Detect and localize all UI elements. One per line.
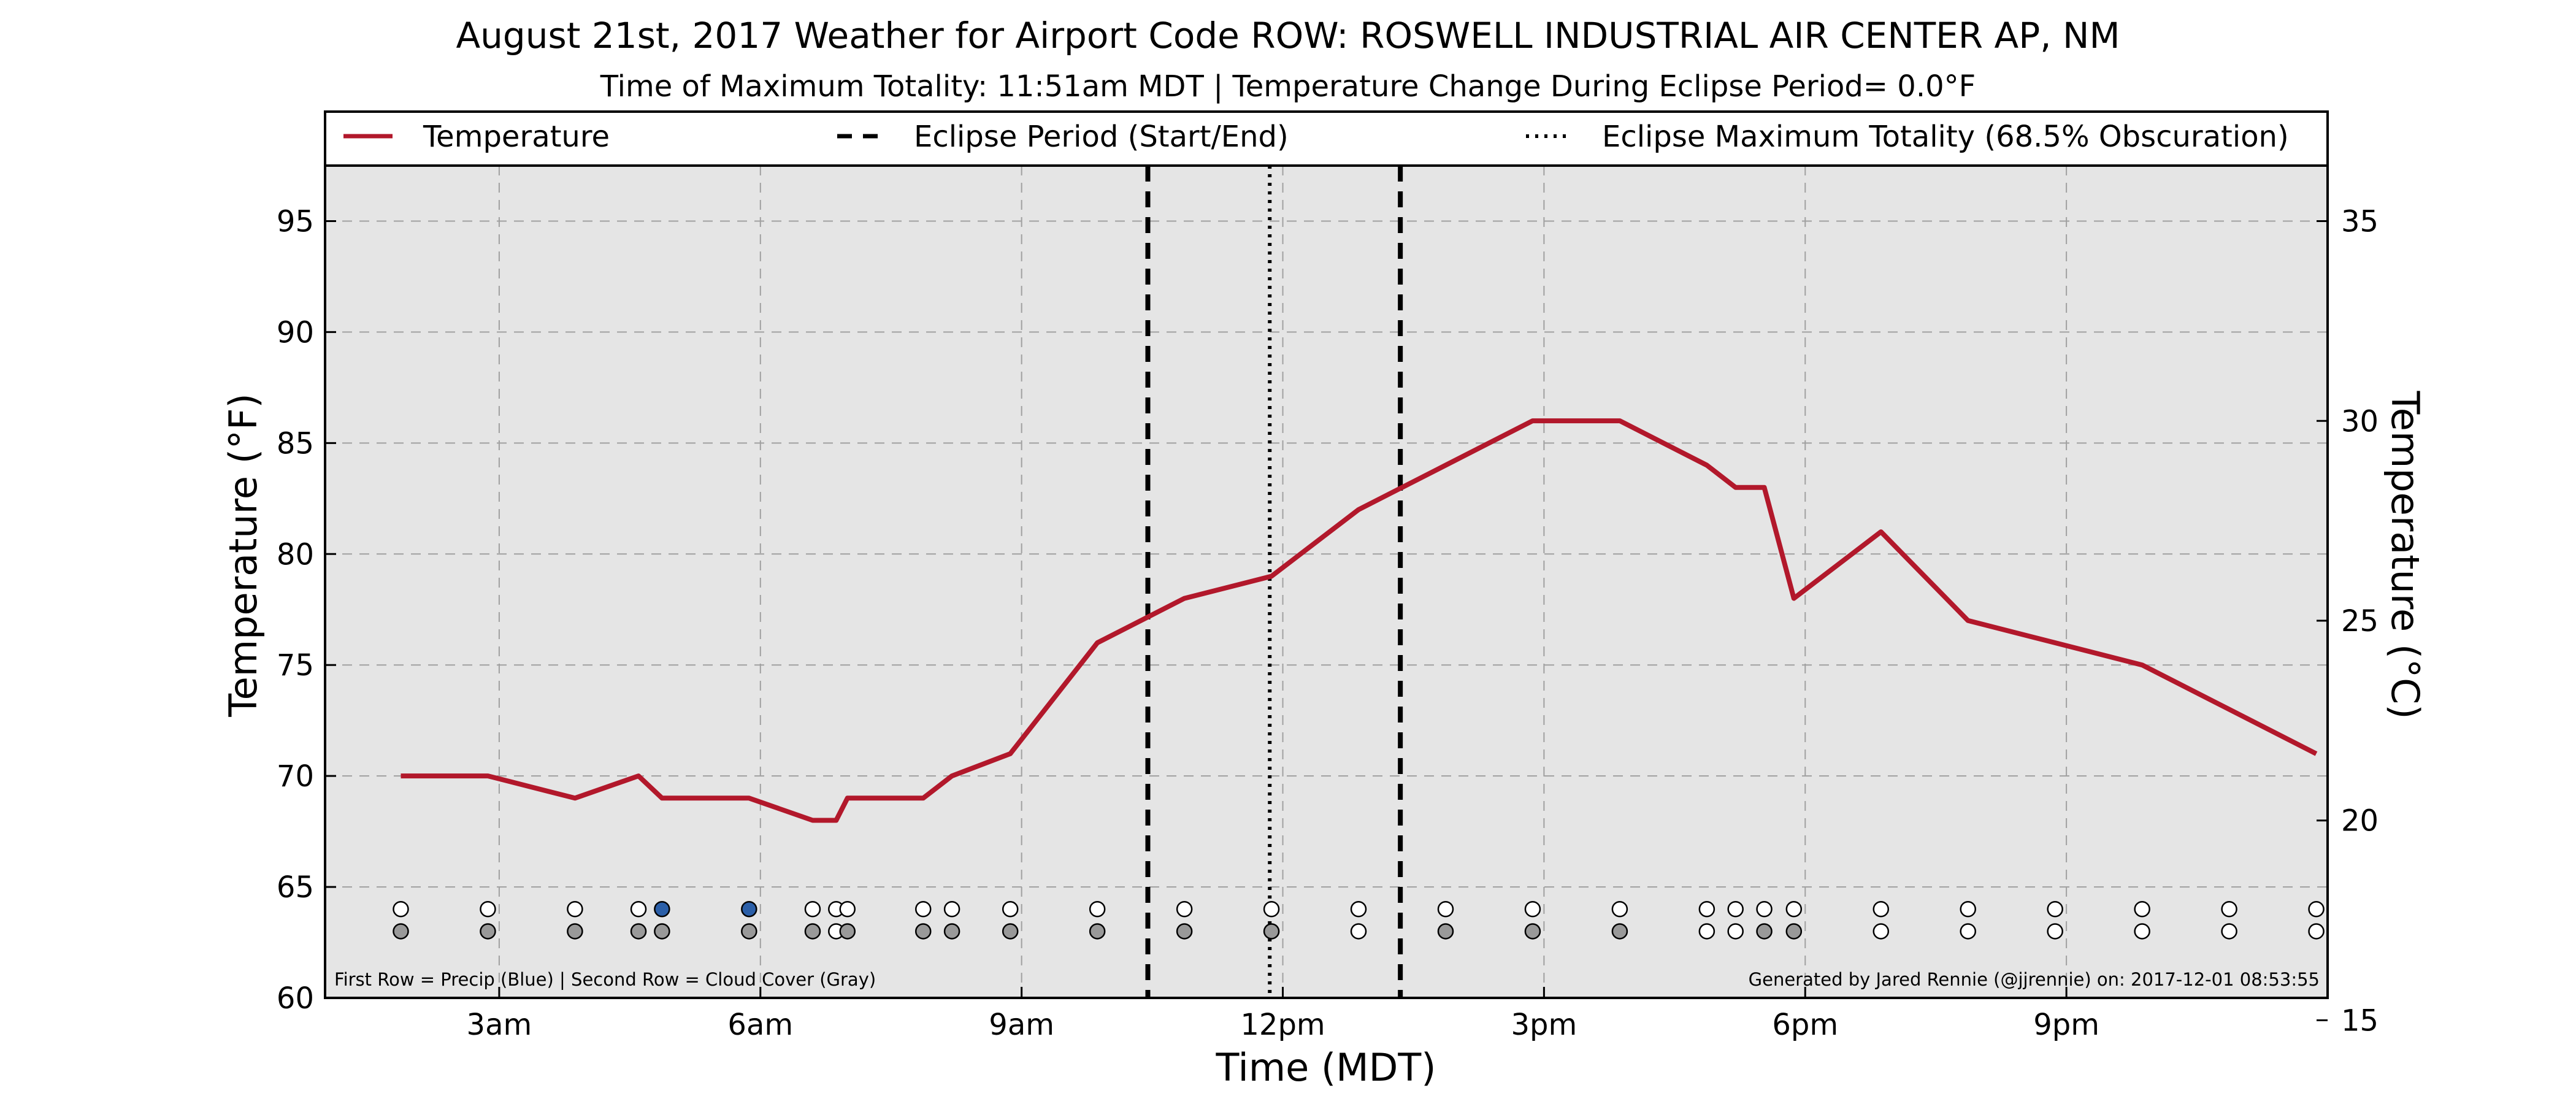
cloud-cover-marker <box>480 923 496 940</box>
cloud-cover-marker <box>839 923 856 940</box>
axis-ticks: 60 65 70 75 80 85 90 95 3am 6am 9am 12pm 3pm 6pm 9pm 15… <box>277 204 2379 1042</box>
precip-marker <box>1524 901 1541 918</box>
precip-marker <box>1785 901 1803 918</box>
precip-marker <box>1611 901 1628 918</box>
plot-area <box>325 112 2328 998</box>
x-tick-label: 6pm <box>1772 1008 1838 1042</box>
cloud-cover-marker <box>393 923 409 940</box>
legend-label-temperature: Temperature <box>423 120 610 154</box>
y2-tick-label: 35 <box>2341 205 2379 239</box>
precip-marker <box>2221 901 2237 918</box>
plot-frame <box>324 110 2329 999</box>
y-axis-label: Temperature (°F) <box>221 393 266 717</box>
y-tick-label: 70 <box>277 759 314 794</box>
precip-marker <box>1263 901 1280 918</box>
y-tick-label: 95 <box>277 204 314 239</box>
cloud-cover-marker <box>1960 923 1976 940</box>
precip-marker <box>630 901 647 918</box>
y-tick-label: 75 <box>277 648 314 683</box>
precip-marker <box>1727 901 1744 918</box>
cloud-cover-marker <box>1437 923 1454 940</box>
precip-marker <box>1960 901 1976 918</box>
x-axis-label: Time (MDT) <box>1216 1045 1436 1090</box>
precip-marker <box>1756 901 1773 918</box>
cloud-cover-marker <box>1524 923 1541 940</box>
cloud-cover-marker <box>943 923 960 940</box>
cloud-cover-marker <box>1176 923 1193 940</box>
cloud-cover-marker <box>1002 923 1019 940</box>
cloud-cover-marker <box>804 923 821 940</box>
eclipse-markers <box>1145 166 1403 998</box>
precip-marker <box>393 901 409 918</box>
precip-marker <box>480 901 496 918</box>
precip-marker <box>654 901 670 918</box>
y2-tick-label: 20 <box>2341 804 2379 838</box>
cloud-cover-marker <box>2134 923 2150 940</box>
cloud-cover-marker <box>1698 923 1715 940</box>
y2-axis-label: Temperature (°C) <box>2383 390 2428 719</box>
precip-marker <box>2134 901 2150 918</box>
cloud-cover-marker <box>630 923 647 940</box>
cloud-cover-marker <box>654 923 670 940</box>
precip-marker <box>804 901 821 918</box>
legend-box <box>324 110 2329 167</box>
precip-marker <box>2308 901 2325 918</box>
x-tick-label: 9pm <box>2033 1008 2099 1042</box>
y-tick-label: 85 <box>277 426 314 461</box>
temperature-line <box>401 418 2318 823</box>
precip-marker <box>914 901 932 918</box>
y-tick-label: 90 <box>277 315 314 350</box>
y-tick-label: 60 <box>277 981 314 1016</box>
cloud-cover-marker <box>1611 923 1628 940</box>
cloud-cover-marker <box>2308 923 2325 940</box>
precip-marker <box>567 901 583 918</box>
precip-marker <box>741 901 757 918</box>
y2-tick-label: 15 <box>2341 1003 2379 1038</box>
precip-marker <box>1176 901 1193 918</box>
precip-marker <box>1089 901 1106 918</box>
precip-marker <box>2047 901 2063 918</box>
cloud-cover-marker <box>1873 923 1890 940</box>
temperature-series <box>401 418 2318 823</box>
precip-marker <box>943 901 960 918</box>
y2-tick-label: 30 <box>2341 404 2379 439</box>
precip-marker <box>1002 901 1019 918</box>
legend-label-eclipse-period: Eclipse Period (Start/End) <box>914 120 1289 154</box>
x-tick-label: 3pm <box>1511 1008 1577 1042</box>
cloud-cover-marker <box>1727 923 1744 940</box>
precip-marker <box>1873 901 1890 918</box>
cloud-cover-marker <box>741 923 757 940</box>
x-tick-label: 3am <box>467 1008 532 1042</box>
grid-lines <box>325 166 2328 998</box>
y-tick-label: 65 <box>277 870 314 905</box>
precip-marker <box>1350 901 1367 918</box>
legend: Temperature Eclipse Period (Start/End) E… <box>324 110 2329 167</box>
legend-label-eclipse-max: Eclipse Maximum Totality (68.5% Obscurat… <box>1602 120 2289 154</box>
y2-tick-label: 25 <box>2341 604 2379 638</box>
cloud-cover-marker <box>1089 923 1106 940</box>
note-left: First Row = Precip (Blue) | Second Row =… <box>334 969 876 990</box>
cloud-cover-marker <box>1263 923 1280 940</box>
cloud-cover-marker <box>2221 923 2237 940</box>
cloud-cover-marker <box>2047 923 2063 940</box>
note-right: Generated by Jared Rennie (@jjrennie) on… <box>1749 969 2320 990</box>
precip-marker <box>1698 901 1715 918</box>
precip-marker <box>839 901 856 918</box>
x-tick-label: 6am <box>727 1008 793 1042</box>
cloud-cover-marker <box>567 923 583 940</box>
cloud-cover-marker <box>1785 923 1803 940</box>
x-tick-label: 9am <box>989 1008 1054 1042</box>
chart-title: August 21st, 2017 Weather for Airport Co… <box>456 15 2120 56</box>
x-tick-label: 12pm <box>1240 1008 1325 1042</box>
chart-subtitle: Time of Maximum Totality: 11:51am MDT | … <box>600 69 1976 104</box>
cloud-cover-marker <box>914 923 932 940</box>
y-tick-label: 80 <box>277 537 314 572</box>
cloud-cover-marker <box>1756 923 1773 940</box>
precip-marker <box>1437 901 1454 918</box>
cloud-cover-marker <box>1350 923 1367 940</box>
observation-markers <box>393 901 2325 940</box>
